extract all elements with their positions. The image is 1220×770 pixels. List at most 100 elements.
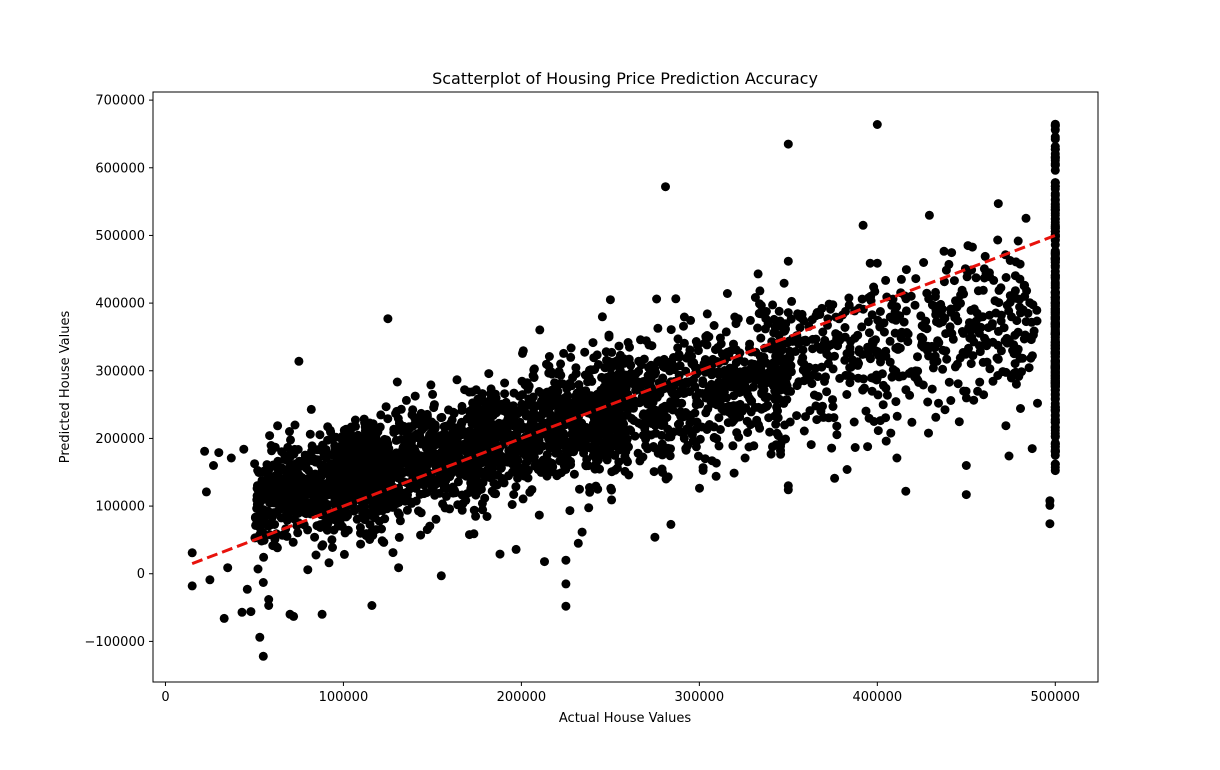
scatter-point [604,330,614,340]
scatter-point [478,505,488,515]
scatter-point [381,402,391,412]
scatter-point [686,315,696,325]
scatter-point [252,491,262,501]
scatter-point [1019,281,1029,291]
scatter-point [934,338,944,348]
scatter-point [783,308,793,318]
scatter-point [766,449,776,459]
scatter-point [1050,283,1060,293]
scatter-point [327,435,337,444]
scatter-point [797,357,807,367]
scatter-point [307,441,317,451]
scatter-point [460,439,470,449]
scatter-point [691,400,701,410]
scatter-point [355,503,365,513]
scatter-point [1050,375,1060,385]
scatter-point [530,461,540,471]
scatter-point [828,402,838,411]
scatter-point [761,314,771,324]
scatter-point [509,465,519,475]
scatter-point [352,514,362,524]
scatter-point [383,314,393,324]
scatter-point [771,419,781,429]
scatter-point [290,514,299,524]
scatter-point [578,429,588,439]
scatter-point [1004,336,1014,345]
scatter-point [931,412,941,422]
scatter-point [396,404,406,414]
scatter-point [561,555,571,565]
scatter-point [1050,402,1060,412]
scatter-point [842,390,852,399]
scatter-point [721,371,731,381]
scatter-point [869,282,879,292]
scatter-point [394,532,404,542]
scatter-point [424,445,434,455]
scatter-point [482,512,492,521]
scatter-point [272,477,281,487]
scatter-point [529,373,539,382]
scatter-point [587,376,597,386]
scatter-point [589,353,599,363]
scatter-point [1032,305,1042,315]
scatter-point [339,437,349,447]
scatter-point [863,442,873,452]
scatter-point [801,412,810,422]
scatter-point [268,541,278,551]
scatter-point [571,369,581,379]
scatter-point [318,540,328,550]
scatter-point [273,470,283,480]
scatter-point [326,460,336,470]
scatter-point [673,334,683,344]
scatter-point [679,321,688,331]
scatter-point [273,456,283,466]
scatter-point [436,413,446,423]
y-tick-label: 300000 [95,364,145,379]
scatter-point [931,287,940,297]
scatter-point [482,455,491,465]
scatter-point [602,455,612,465]
scatter-point [306,404,316,414]
scatter-point [475,485,485,495]
scatter-point [246,607,256,617]
scatter-point [525,487,535,497]
scatter-point [407,434,417,444]
scatter-point [958,348,968,357]
scatter-point [783,481,793,491]
scatter-point [923,346,932,356]
scatter-point [348,450,358,460]
scatter-point [322,512,332,522]
scatter-point [389,424,399,434]
scatter-point [598,424,608,434]
scatter-point [437,440,447,450]
scatter-point [383,414,393,424]
scatter-point [511,482,521,492]
scatter-point [864,413,874,423]
scatter-point [561,393,571,403]
x-axis-ticks: 0 100000 200000 300000 400000 500000 [161,682,1080,705]
scatter-point [614,457,624,467]
scatter-point [1050,417,1060,427]
scatter-point [401,452,411,462]
scatter-point [973,286,983,296]
scatter-point [779,321,789,331]
scatter-point [961,393,971,403]
scatter-point [774,306,784,316]
scatter-point [734,432,744,442]
scatter-point [285,427,294,436]
scatter-point [916,311,926,321]
y-axis-label: Predicted House Values [58,311,73,464]
scatter-point [663,432,673,442]
scatter-point [452,375,462,385]
scatter-point [886,428,896,438]
scatter-point [237,607,247,617]
scatter-point [365,520,375,530]
scatter-point [472,404,482,414]
scatter-point [993,199,1003,209]
scatter-point [901,306,911,316]
scatter-point [813,372,823,382]
scatter-point [791,347,800,356]
scatter-point [368,420,378,430]
scatter-point [558,379,568,389]
scatter-point [431,514,441,524]
